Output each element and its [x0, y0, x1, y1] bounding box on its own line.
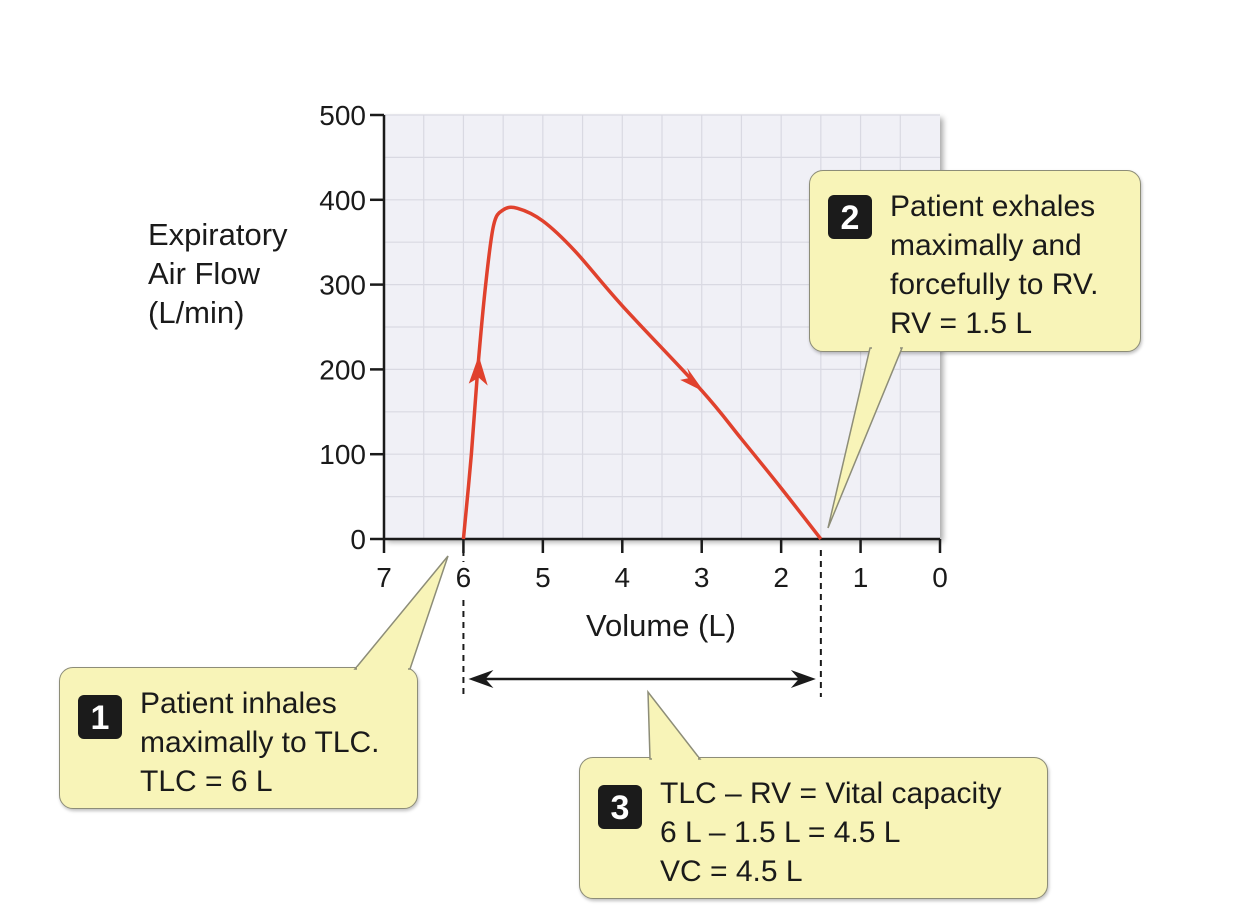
step-number-badge: 3: [598, 785, 642, 829]
callout-line: TLC = 6 L: [140, 765, 273, 798]
x-tick-label: 4: [614, 562, 630, 593]
callout-line: maximally and: [890, 229, 1082, 262]
callout-3: 3 TLC – RV = Vital capacity 6 L – 1.5 L …: [579, 757, 1048, 899]
callout-line: TLC – RV = Vital capacity: [660, 777, 1002, 810]
y-tick-label: 400: [319, 185, 366, 216]
y-tick-label: 300: [319, 270, 366, 301]
x-axis-label: Volume (L): [586, 608, 736, 643]
y-axis-label: Expiratory Air Flow (L/min): [148, 215, 288, 332]
callout-1: 1 Patient inhales maximally to TLC. TLC …: [59, 667, 418, 809]
arrowhead-right-icon: [790, 670, 816, 688]
callout-line: RV = 1.5 L: [890, 307, 1033, 340]
step-number-badge: 1: [78, 695, 122, 739]
x-tick-label: 6: [456, 562, 472, 593]
x-tick-label: 7: [376, 562, 392, 593]
callout-line: forcefully to RV.: [890, 268, 1099, 301]
y-axis-label-line: Expiratory: [148, 217, 288, 252]
callout-line: maximally to TLC.: [140, 726, 380, 759]
y-tick-label: 500: [319, 100, 366, 131]
x-tick-label: 3: [694, 562, 710, 593]
y-tick-label: 200: [319, 354, 366, 385]
y-tick-label: 0: [350, 524, 366, 555]
x-tick-label: 2: [773, 562, 789, 593]
direction-arrow-icon: [680, 367, 705, 392]
direction-arrow-icon: [468, 355, 488, 386]
y-axis-label-line: (L/min): [148, 295, 245, 330]
x-tick-label: 0: [932, 562, 948, 593]
y-tick-label: 100: [319, 439, 366, 470]
callout-line: VC = 4.5 L: [660, 855, 803, 888]
y-axis-label-line: Air Flow: [148, 256, 260, 291]
step-number-badge: 2: [828, 195, 872, 239]
callout-2: 2 Patient exhales maximally and forceful…: [809, 170, 1141, 352]
x-tick-label: 1: [853, 562, 869, 593]
x-tick-label: 5: [535, 562, 551, 593]
arrowhead-left-icon: [468, 670, 494, 688]
callout-line: 6 L – 1.5 L = 4.5 L: [660, 816, 901, 849]
callout-line: Patient exhales: [890, 190, 1096, 223]
callout-line: Patient inhales: [140, 687, 337, 720]
